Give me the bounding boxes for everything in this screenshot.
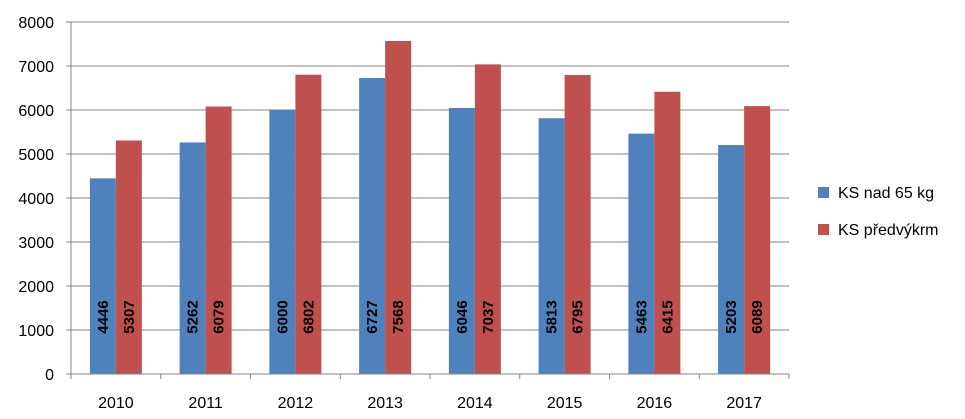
legend-item: KS předvýkrm [818, 222, 938, 239]
y-tick-label: 7000 [18, 59, 54, 76]
bar-ks-nad-65-kg [448, 107, 475, 374]
bar-ks-predvykrm [744, 106, 771, 375]
bar-ks-nad-65-kg [269, 110, 296, 374]
bar-ks-nad-65-kg [718, 145, 745, 374]
bar-ks-predvykrm [115, 140, 142, 374]
legend-label: KS nad 65 kg [838, 185, 934, 202]
y-tick-label: 8000 [18, 15, 54, 32]
data-label: 6727 [364, 300, 381, 333]
x-tick-label: 2012 [278, 395, 314, 412]
x-tick-label: 2017 [726, 395, 762, 412]
bar-ks-predvykrm [205, 106, 232, 375]
gridlines [71, 21, 789, 331]
y-tick-label: 6000 [18, 103, 54, 120]
data-label: 7568 [390, 300, 407, 333]
x-tick-label: 2013 [367, 395, 403, 412]
y-axis-ticks: 0 1000 2000 3000 4000 5000 6000 7000 8000 [18, 15, 71, 384]
data-label: 6802 [300, 300, 317, 333]
data-label: 4446 [95, 300, 112, 333]
data-label: 5307 [121, 300, 138, 333]
bar-ks-nad-65-kg [359, 78, 386, 375]
y-tick-label: 2000 [18, 279, 54, 296]
bar-ks-nad-65-kg [89, 178, 116, 374]
bar-ks-nad-65-kg [628, 133, 655, 374]
x-tick-label: 2016 [637, 395, 673, 412]
data-label: 6079 [211, 300, 228, 333]
data-label: 6089 [749, 300, 766, 333]
legend-item: KS nad 65 kg [818, 185, 934, 202]
data-label: 5203 [723, 300, 740, 333]
legend: KS nad 65 kg KS předvýkrm [818, 185, 938, 239]
x-tick-label: 2015 [547, 395, 583, 412]
bar-ks-predvykrm [385, 41, 412, 375]
bar-ks-predvykrm [474, 64, 501, 374]
x-tick-label: 2010 [98, 395, 134, 412]
y-tick-label: 3000 [18, 235, 54, 252]
bar-ks-predvykrm [295, 74, 322, 374]
data-label: 6795 [570, 300, 587, 333]
x-axis-ticks: 2010 2011 2012 2013 2014 2015 2016 2017 [70, 374, 790, 412]
data-label: 5813 [544, 300, 561, 333]
data-label: 6000 [274, 300, 291, 333]
data-label: 6415 [659, 300, 676, 333]
y-tick-label: 4000 [18, 191, 54, 208]
bars [89, 41, 771, 375]
bar-ks-nad-65-kg [538, 118, 565, 374]
y-tick-label: 0 [45, 367, 54, 384]
legend-swatch [818, 187, 829, 198]
bar-ks-nad-65-kg [179, 142, 206, 374]
data-label: 5463 [633, 300, 650, 333]
bar-ks-predvykrm [654, 91, 681, 375]
x-tick-label: 2011 [188, 395, 223, 412]
data-label: 7037 [480, 300, 497, 333]
data-label: 5262 [185, 300, 202, 333]
legend-swatch [818, 224, 829, 235]
data-labels: 4446 5307 5262 6079 6000 6802 6727 7568 6046 7037… [95, 300, 766, 333]
y-tick-label: 1000 [18, 323, 54, 340]
data-label: 6046 [454, 300, 471, 333]
bar-ks-predvykrm [564, 75, 591, 375]
legend-label: KS předvýkrm [838, 222, 938, 239]
x-tick-label: 2014 [457, 395, 493, 412]
y-tick-label: 5000 [18, 147, 54, 164]
